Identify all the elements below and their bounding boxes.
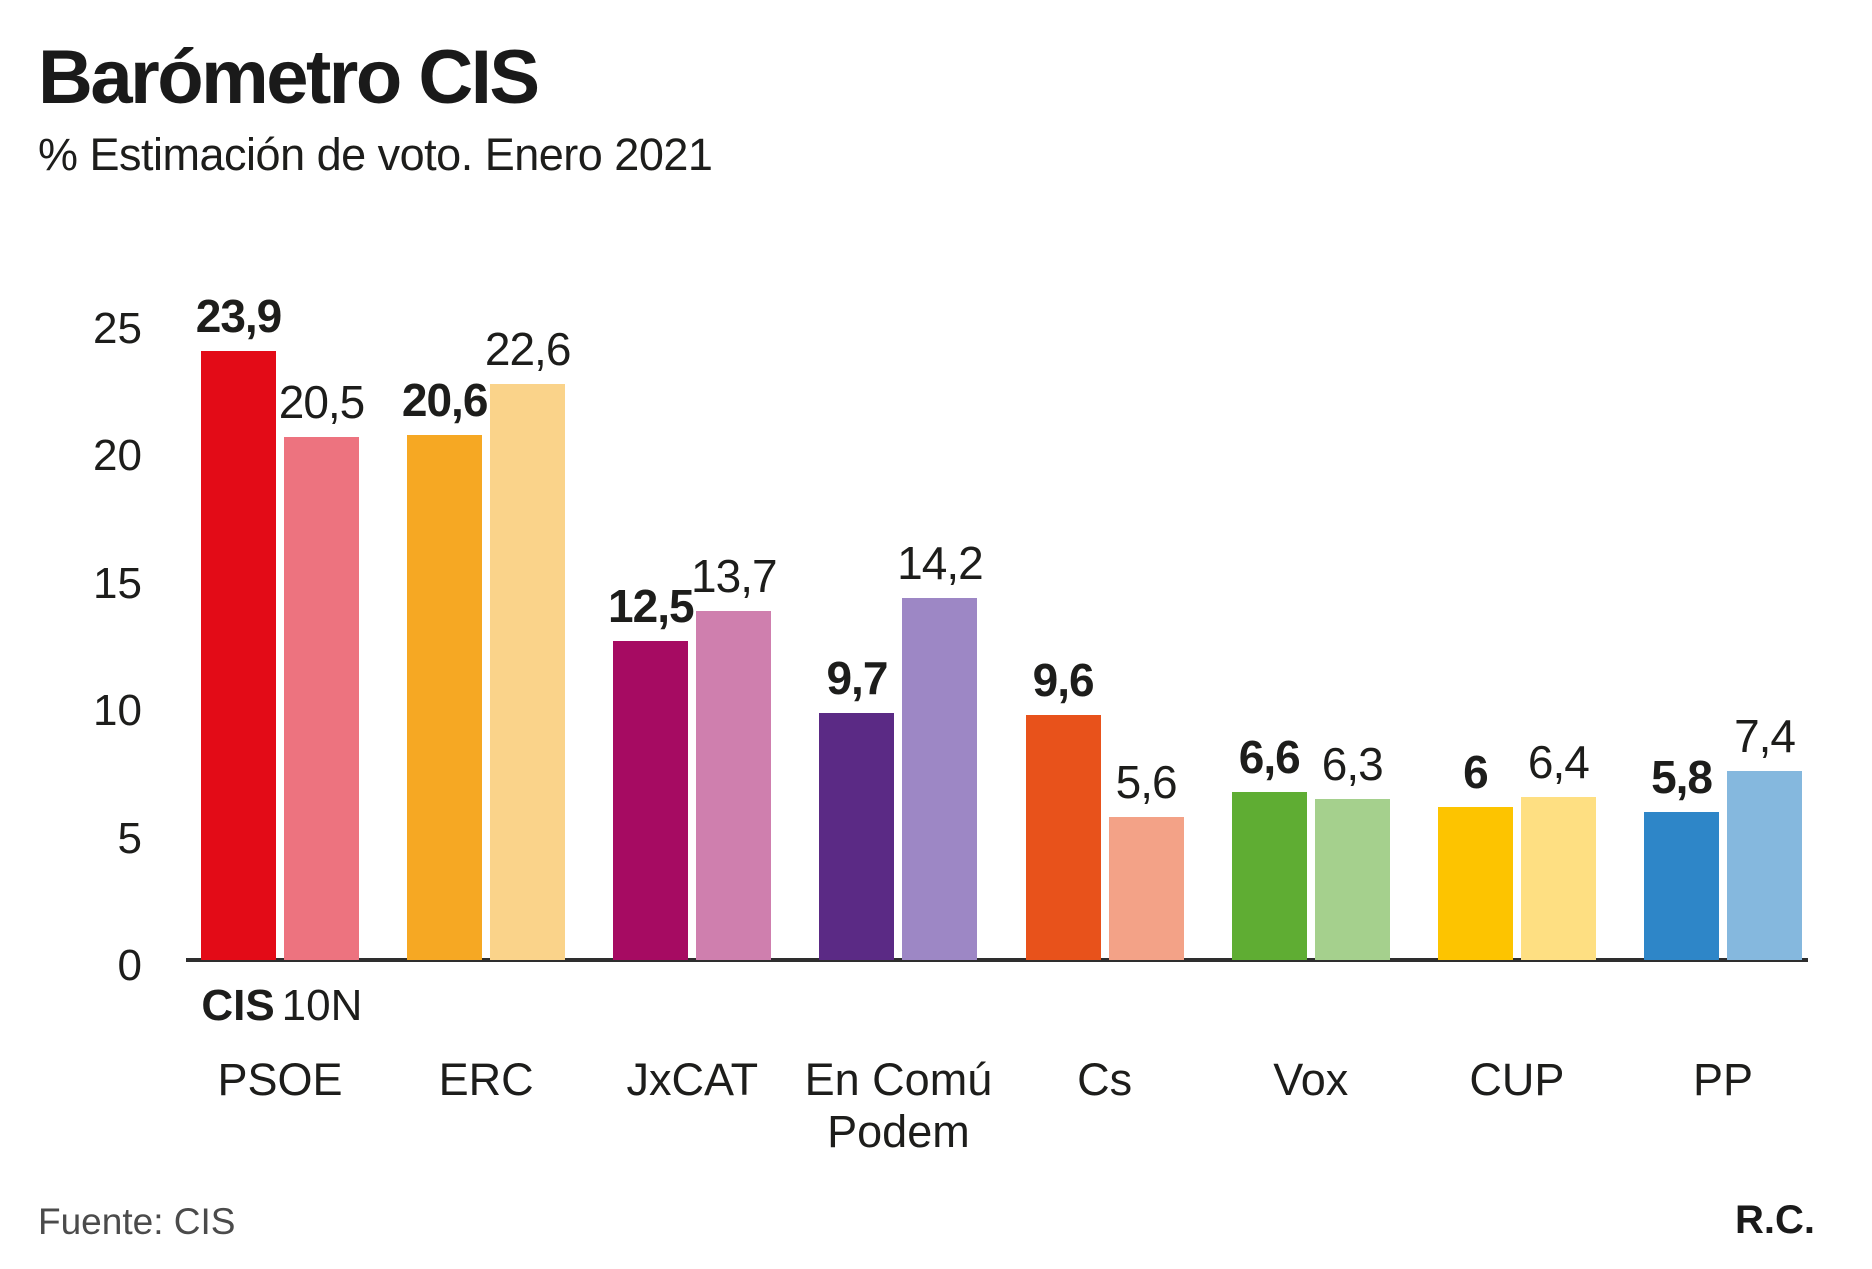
bar-cup-n10 — [1520, 796, 1596, 960]
bar-psoe-cis — [201, 350, 276, 960]
bar-erc-cis — [407, 434, 483, 960]
bar-vox-n10 — [1314, 799, 1390, 960]
bar-cs-cis — [1025, 715, 1101, 960]
value-label-n10: 7,4 — [1734, 710, 1796, 763]
value-label-n10: 14,2 — [897, 536, 984, 589]
value-label-n10: 20,5 — [278, 376, 366, 429]
value-label-n10: 5,6 — [1115, 756, 1178, 809]
y-axis-tick-label: 25 — [93, 303, 142, 353]
bar-pp-n10 — [1727, 771, 1803, 960]
value-label-cis: 23,9 — [195, 289, 283, 342]
bar-jxcat-n10 — [696, 610, 772, 960]
value-label-cis: 6,6 — [1238, 730, 1301, 783]
bar-psoe-n10 — [284, 437, 359, 960]
x-axis-label-cup: CUP — [1469, 1054, 1565, 1105]
y-axis-tick-label: 0 — [117, 941, 142, 990]
value-label-cis: 9,7 — [826, 651, 888, 704]
value-label-n10: 6,3 — [1321, 738, 1384, 791]
value-label-n10: 6,4 — [1527, 735, 1590, 788]
chart-title: Barómetro CIS — [38, 35, 540, 120]
y-axis-tick-label: 15 — [93, 558, 142, 608]
bar-en-comú-podem-n10 — [902, 597, 978, 960]
value-label-cis: 20,6 — [401, 373, 489, 426]
value-label-cis: 9,6 — [1032, 654, 1095, 707]
value-label-cis: 5,8 — [1651, 751, 1713, 804]
bar-erc-n10 — [490, 383, 566, 960]
x-axis-label-cs: Cs — [1077, 1054, 1133, 1105]
value-label-n10: 13,7 — [691, 549, 778, 602]
bar-en-comú-podem-cis — [819, 712, 895, 960]
credit-note: R.C. — [1735, 1198, 1815, 1242]
legend-10n: 10N — [281, 981, 363, 1030]
bar-cs-n10 — [1108, 817, 1184, 960]
chart-subtitle: % Estimación de voto. Enero 2021 — [38, 129, 713, 180]
bar-cup-cis — [1437, 807, 1513, 960]
value-label-n10: 22,6 — [484, 322, 572, 375]
bar-jxcat-cis — [613, 641, 689, 960]
source-note: Fuente: CIS — [38, 1201, 236, 1242]
x-axis-label-jxcat: JxCAT — [626, 1054, 759, 1105]
y-axis-tick-label: 10 — [93, 686, 142, 735]
x-axis-label-en-comú-podem: En Comú Podem — [804, 1054, 993, 1157]
bar-pp-cis — [1644, 812, 1720, 960]
y-axis-tick-label: 20 — [93, 431, 142, 480]
value-label-cis: 6 — [1463, 746, 1489, 798]
value-label-cis: 12,5 — [608, 580, 695, 633]
x-axis-line — [186, 958, 1808, 962]
x-axis-label-vox: Vox — [1273, 1054, 1349, 1105]
y-axis-tick-label: 5 — [117, 813, 142, 863]
x-axis-label-psoe: PSOE — [217, 1054, 343, 1105]
x-axis-label-erc: ERC — [438, 1054, 534, 1105]
bar-vox-cis — [1231, 791, 1307, 960]
legend-cis: CIS — [201, 981, 275, 1030]
x-axis-label-pp: PP — [1693, 1054, 1754, 1105]
